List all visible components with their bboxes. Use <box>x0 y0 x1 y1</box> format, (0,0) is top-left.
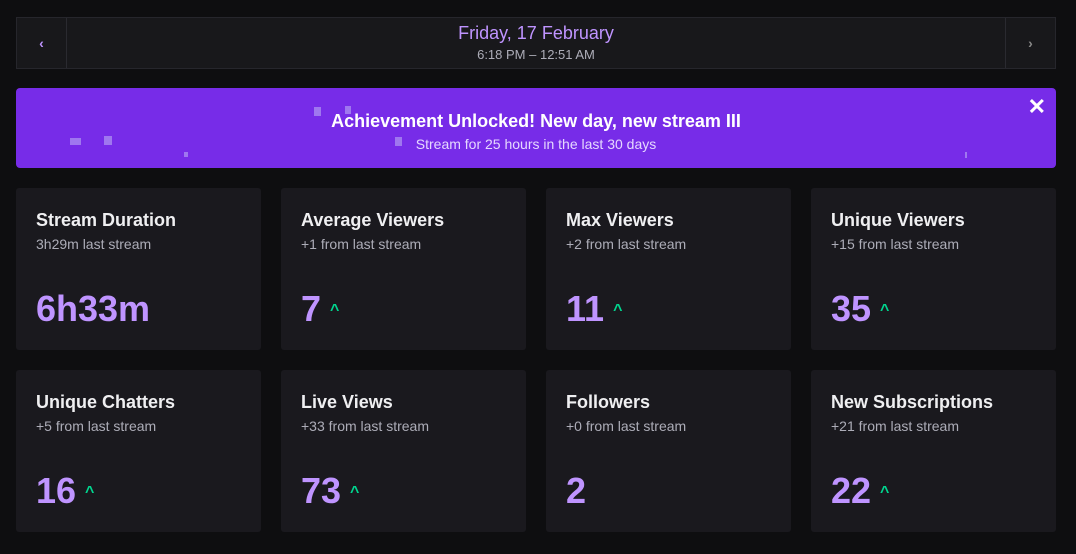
stat-title: New Subscriptions <box>831 392 994 412</box>
stat-comparison: +1 from last stream <box>301 236 422 252</box>
stat-comparison: +33 from last stream <box>301 418 429 434</box>
chevron-left-icon: ‹ <box>39 35 44 51</box>
stat-value: 73 <box>301 470 342 511</box>
date-navigator: ‹ Friday, 17 February 6:18 PM – 12:51 AM… <box>16 17 1056 69</box>
stat-card: Average Viewers +1 from last stream 7 ^ <box>281 188 526 350</box>
next-day-button[interactable]: › <box>1005 18 1055 68</box>
achievement-title: Achievement Unlocked! New day, new strea… <box>331 111 741 131</box>
stat-value: 2 <box>566 470 587 511</box>
chevron-right-icon: › <box>1028 35 1033 51</box>
trend-up-icon: ^ <box>880 484 890 501</box>
stat-card: Live Views +33 from last stream 73 ^ <box>281 370 526 532</box>
stat-value: 22 <box>831 470 872 511</box>
date-display: Friday, 17 February 6:18 PM – 12:51 AM <box>67 18 1005 68</box>
stat-comparison: +21 from last stream <box>831 418 959 434</box>
trend-up-icon: ^ <box>330 302 340 319</box>
stat-card: New Subscriptions +21 from last stream 2… <box>811 370 1056 532</box>
stat-value: 6h33m <box>36 288 151 329</box>
stat-comparison: +15 from last stream <box>831 236 959 252</box>
stat-comparison: 3h29m last stream <box>36 236 152 252</box>
stat-title: Followers <box>566 392 651 412</box>
stat-card: Max Viewers +2 from last stream 11 ^ <box>546 188 791 350</box>
confetti-icon <box>965 152 967 158</box>
close-icon: ✕ <box>1027 94 1046 119</box>
date-title: Friday, 17 February <box>458 23 614 43</box>
stat-value: 7 <box>301 288 322 329</box>
trend-up-icon: ^ <box>85 484 95 501</box>
stat-value: 35 <box>831 288 872 329</box>
confetti-icon <box>104 136 112 145</box>
stat-value: 11 <box>566 288 605 329</box>
confetti-icon <box>70 138 81 145</box>
trend-up-icon: ^ <box>613 302 623 319</box>
previous-day-button[interactable]: ‹ <box>17 18 67 68</box>
stat-title: Max Viewers <box>566 210 674 230</box>
stat-title: Unique Chatters <box>36 392 176 412</box>
close-banner-button[interactable]: ✕ <box>1028 94 1046 120</box>
stat-comparison: +0 from last stream <box>566 418 687 434</box>
stat-title: Live Views <box>301 392 393 412</box>
confetti-icon <box>345 106 351 114</box>
stat-title: Average Viewers <box>301 210 445 230</box>
stat-title: Stream Duration <box>36 210 177 230</box>
stat-comparison: +2 from last stream <box>566 236 687 252</box>
confetti-icon <box>314 107 321 116</box>
stat-card: Followers +0 from last stream 2 <box>546 370 791 532</box>
stat-card: Stream Duration 3h29m last stream 6h33m <box>16 188 261 350</box>
achievement-subtitle: Stream for 25 hours in the last 30 days <box>415 136 657 152</box>
stat-card: Unique Chatters +5 from last stream 16 ^ <box>16 370 261 532</box>
trend-up-icon: ^ <box>350 484 360 501</box>
stat-card: Unique Viewers +15 from last stream 35 ^ <box>811 188 1056 350</box>
stat-value: 16 <box>36 470 77 511</box>
stream-time-range: 6:18 PM – 12:51 AM <box>477 47 595 62</box>
trend-up-icon: ^ <box>880 302 890 319</box>
stat-comparison: +5 from last stream <box>36 418 157 434</box>
confetti-icon <box>395 137 402 146</box>
stat-title: Unique Viewers <box>831 210 965 230</box>
confetti-icon <box>184 152 188 157</box>
achievement-banner: Achievement Unlocked! New day, new strea… <box>16 88 1056 168</box>
